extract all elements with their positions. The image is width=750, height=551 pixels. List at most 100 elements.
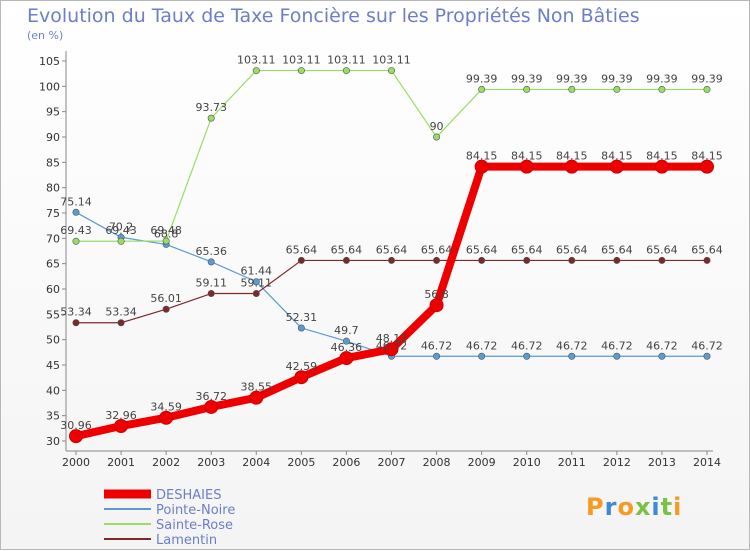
data-point <box>207 114 215 122</box>
data-point <box>568 352 576 360</box>
data-point <box>658 85 666 93</box>
data-label: 84.15 <box>691 150 723 163</box>
data-point <box>523 352 531 360</box>
data-label: 84.15 <box>556 150 588 163</box>
data-point <box>294 370 309 385</box>
data-point <box>252 278 260 286</box>
y-tick-label: 105 <box>39 55 60 68</box>
data-label: 53.34 <box>60 306 92 319</box>
data-point <box>387 67 395 75</box>
data-point <box>204 399 219 414</box>
data-label: 38.55 <box>241 381 273 394</box>
data-point <box>252 67 260 75</box>
data-label: 46.72 <box>601 339 633 352</box>
data-label: 93.73 <box>195 101 227 114</box>
data-label: 59.11 <box>195 277 227 290</box>
y-tick-label: 40 <box>46 384 60 397</box>
y-tick-label: 45 <box>46 359 60 372</box>
data-label: 68.8 <box>154 227 179 240</box>
y-tick-label: 50 <box>46 334 60 347</box>
data-point <box>342 337 350 345</box>
x-tick-label: 2008 <box>423 456 451 469</box>
x-tick-label: 2000 <box>62 456 90 469</box>
x-tick-label: 2009 <box>468 456 496 469</box>
data-label: 34.59 <box>150 401 182 414</box>
legend-label: Lamentin <box>156 533 217 548</box>
data-point <box>429 298 444 313</box>
data-point <box>342 67 350 75</box>
data-label: 46.72 <box>646 339 678 352</box>
data-label: 65.64 <box>646 243 678 256</box>
y-tick-label: 80 <box>46 182 60 195</box>
data-label: 65.64 <box>556 243 588 256</box>
data-label: 52.31 <box>286 311 318 324</box>
data-label: 59.11 <box>241 277 273 290</box>
data-label: 46.72 <box>556 339 588 352</box>
data-point <box>297 324 305 332</box>
data-point <box>478 352 486 360</box>
data-point <box>162 305 170 313</box>
data-point <box>117 237 125 245</box>
data-point <box>654 159 669 174</box>
data-label: 84.15 <box>466 150 498 163</box>
data-point <box>703 256 711 264</box>
data-label: 103.11 <box>282 54 321 67</box>
data-label: 46.72 <box>376 339 408 352</box>
y-tick-label: 30 <box>46 435 60 448</box>
data-point <box>478 85 486 93</box>
data-point <box>613 85 621 93</box>
data-point <box>117 319 125 327</box>
data-label: 70.2 <box>109 220 134 233</box>
data-point <box>339 351 354 366</box>
data-label: 30.96 <box>60 419 92 432</box>
x-tick-label: 2004 <box>242 456 270 469</box>
data-point <box>478 256 486 264</box>
data-point <box>387 256 395 264</box>
data-point <box>433 133 441 141</box>
data-label: 69.48 <box>150 224 182 237</box>
data-label: 90 <box>430 120 444 133</box>
data-point <box>523 256 531 264</box>
data-label: 65.64 <box>286 243 318 256</box>
data-point <box>162 237 170 245</box>
y-tick-label: 90 <box>46 131 60 144</box>
data-point <box>72 237 80 245</box>
data-label: 65.64 <box>691 243 723 256</box>
data-label: 36.72 <box>195 390 227 403</box>
data-point <box>523 85 531 93</box>
legend-label: Sainte-Rose <box>156 518 233 533</box>
data-point <box>207 290 215 298</box>
x-tick-label: 2005 <box>287 456 315 469</box>
data-point <box>72 208 80 216</box>
data-point <box>703 85 711 93</box>
chart-title: Evolution du Taux de Taxe Foncière sur l… <box>27 5 640 27</box>
data-point <box>658 256 666 264</box>
data-label: 103.11 <box>372 54 411 67</box>
data-label: 99.39 <box>601 72 633 85</box>
y-tick-label: 60 <box>46 283 60 296</box>
x-tick-label: 2002 <box>152 456 180 469</box>
data-point <box>658 352 666 360</box>
data-label: 103.11 <box>327 54 366 67</box>
data-label: 49.7 <box>334 324 359 337</box>
data-point <box>297 256 305 264</box>
data-label: 65.64 <box>511 243 543 256</box>
data-label: 46.72 <box>466 339 498 352</box>
y-tick-label: 85 <box>46 156 60 169</box>
data-point <box>252 290 260 298</box>
data-label: 84.15 <box>646 150 678 163</box>
legend-label: Pointe-Noire <box>156 503 235 518</box>
data-label: 75.14 <box>60 195 92 208</box>
x-tick-label: 2003 <box>197 456 225 469</box>
x-tick-label: 2007 <box>378 456 406 469</box>
legend-label: DESHAIES <box>156 488 221 503</box>
data-point <box>207 258 215 266</box>
y-tick-label: 75 <box>46 207 60 220</box>
y-tick-label: 95 <box>46 106 60 119</box>
data-label: 48.12 <box>376 332 408 345</box>
proxiti-logo: Proxiti <box>586 493 683 521</box>
x-tick-label: 2010 <box>513 456 541 469</box>
data-label: 103.11 <box>237 54 276 67</box>
data-point <box>613 256 621 264</box>
